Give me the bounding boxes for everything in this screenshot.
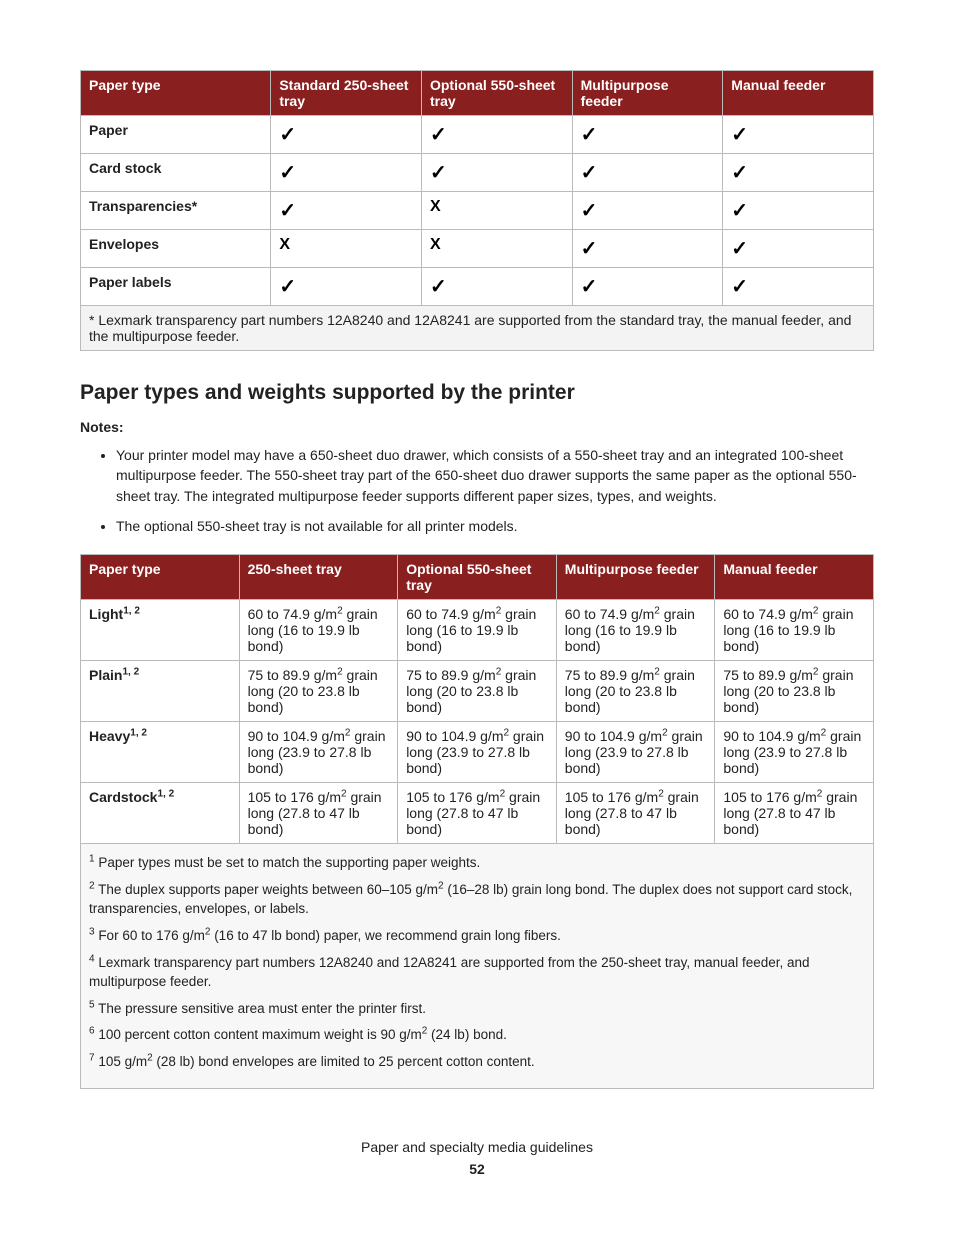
check-icon: ✓ [723,268,874,306]
paper-type-support-table: Paper type Standard 250-sheet tray Optio… [80,70,874,351]
col-header: Multipurpose feeder [572,71,723,116]
check-icon: ✓ [271,154,422,192]
weight-cell: 105 to 176 g/m2 grain long (27.8 to 47 l… [556,783,715,844]
weight-cell: 105 to 176 g/m2 grain long (27.8 to 47 l… [239,783,398,844]
weight-cell: 90 to 104.9 g/m2 grain long (23.9 to 27.… [715,722,874,783]
table-footnote: * Lexmark transparency part numbers 12A8… [81,306,874,351]
weight-cell: 105 to 176 g/m2 grain long (27.8 to 47 l… [715,783,874,844]
check-icon: ✓ [572,192,723,230]
footnote-line: 5 The pressure sensitive area must enter… [89,1000,865,1019]
col-header: Paper type [81,555,240,600]
footnote-line: 1 Paper types must be set to match the s… [89,854,865,873]
cross-icon: X [271,230,422,268]
notes-label: Notes: [80,419,874,435]
check-icon: ✓ [572,268,723,306]
col-header: Standard 250-sheet tray [271,71,422,116]
col-header: Manual feeder [723,71,874,116]
weight-cell: 75 to 89.9 g/m2 grain long (20 to 23.8 l… [398,661,557,722]
check-icon: ✓ [421,154,572,192]
footnotes-block: 1 Paper types must be set to match the s… [80,844,874,1089]
table-row: Heavy1, 290 to 104.9 g/m2 grain long (23… [81,722,874,783]
table-row: Cardstock1, 2105 to 176 g/m2 grain long … [81,783,874,844]
cross-icon: X [421,230,572,268]
paper-type-cell: Card stock [81,154,271,192]
paper-type-cell: Light1, 2 [81,600,240,661]
col-header: 250-sheet tray [239,555,398,600]
cross-icon: X [421,192,572,230]
paper-type-cell: Envelopes [81,230,271,268]
footer-text: Paper and specialty media guidelines [80,1139,874,1155]
table-footnote-row: * Lexmark transparency part numbers 12A8… [81,306,874,351]
check-icon: ✓ [723,116,874,154]
footnote-line: 6 100 percent cotton content maximum wei… [89,1026,865,1045]
paper-weight-table: Paper type 250-sheet tray Optional 550-s… [80,554,874,844]
table-header-row: Paper type Standard 250-sheet tray Optio… [81,71,874,116]
page-number: 52 [80,1161,874,1177]
weight-cell: 90 to 104.9 g/m2 grain long (23.9 to 27.… [556,722,715,783]
check-icon: ✓ [271,116,422,154]
paper-type-cell: Transparencies* [81,192,271,230]
paper-type-cell: Plain1, 2 [81,661,240,722]
paper-type-cell: Paper labels [81,268,271,306]
weight-cell: 105 to 176 g/m2 grain long (27.8 to 47 l… [398,783,557,844]
note-item: Your printer model may have a 650-sheet … [116,445,874,506]
paper-type-cell: Cardstock1, 2 [81,783,240,844]
check-icon: ✓ [723,192,874,230]
weight-cell: 60 to 74.9 g/m2 grain long (16 to 19.9 l… [239,600,398,661]
section-heading: Paper types and weights supported by the… [80,381,874,405]
table-row: Transparencies*✓X✓✓ [81,192,874,230]
table-header-row: Paper type 250-sheet tray Optional 550-s… [81,555,874,600]
table-row: Plain1, 275 to 89.9 g/m2 grain long (20 … [81,661,874,722]
weight-cell: 60 to 74.9 g/m2 grain long (16 to 19.9 l… [715,600,874,661]
table-row: Paper✓✓✓✓ [81,116,874,154]
check-icon: ✓ [421,268,572,306]
check-icon: ✓ [723,230,874,268]
table-row: Light1, 260 to 74.9 g/m2 grain long (16 … [81,600,874,661]
check-icon: ✓ [572,230,723,268]
note-item: The optional 550-sheet tray is not avail… [116,516,874,536]
paper-type-cell: Paper [81,116,271,154]
check-icon: ✓ [572,116,723,154]
notes-list: Your printer model may have a 650-sheet … [80,445,874,536]
check-icon: ✓ [421,116,572,154]
col-header: Manual feeder [715,555,874,600]
check-icon: ✓ [271,192,422,230]
col-header: Optional 550-sheet tray [421,71,572,116]
table-row: Paper labels✓✓✓✓ [81,268,874,306]
weight-cell: 90 to 104.9 g/m2 grain long (23.9 to 27.… [239,722,398,783]
weight-cell: 60 to 74.9 g/m2 grain long (16 to 19.9 l… [556,600,715,661]
check-icon: ✓ [271,268,422,306]
col-header: Paper type [81,71,271,116]
weight-cell: 75 to 89.9 g/m2 grain long (20 to 23.8 l… [556,661,715,722]
weight-cell: 60 to 74.9 g/m2 grain long (16 to 19.9 l… [398,600,557,661]
col-header: Optional 550-sheet tray [398,555,557,600]
check-icon: ✓ [723,154,874,192]
table-row: EnvelopesXX✓✓ [81,230,874,268]
footnote-line: 7 105 g/m2 (28 lb) bond envelopes are li… [89,1053,865,1072]
weight-cell: 75 to 89.9 g/m2 grain long (20 to 23.8 l… [715,661,874,722]
page-footer: Paper and specialty media guidelines 52 [80,1139,874,1177]
footnote-line: 4 Lexmark transparency part numbers 12A8… [89,954,865,992]
table-row: Card stock✓✓✓✓ [81,154,874,192]
weight-cell: 90 to 104.9 g/m2 grain long (23.9 to 27.… [398,722,557,783]
col-header: Multipurpose feeder [556,555,715,600]
footnote-line: 2 The duplex supports paper weights betw… [89,881,865,919]
footnote-line: 3 For 60 to 176 g/m2 (16 to 47 lb bond) … [89,927,865,946]
weight-cell: 75 to 89.9 g/m2 grain long (20 to 23.8 l… [239,661,398,722]
paper-type-cell: Heavy1, 2 [81,722,240,783]
check-icon: ✓ [572,154,723,192]
